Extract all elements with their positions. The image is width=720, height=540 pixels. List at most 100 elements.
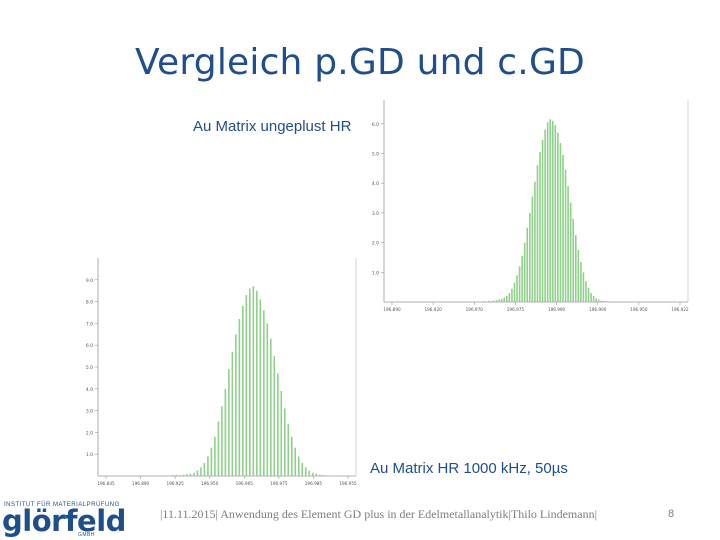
spectrum-bar <box>483 301 485 302</box>
spectrum-bar <box>528 212 531 302</box>
logo-name: glörfeld <box>2 504 126 538</box>
logo-institute-text: INSTITUT FÜR MATERIALPRÜFUNG <box>4 502 120 508</box>
spectrum-bar <box>263 310 265 476</box>
spectrum-bar <box>549 119 552 302</box>
spectrum-bar <box>498 299 500 302</box>
spectrum-bar <box>534 181 536 302</box>
spectrum-bar <box>592 296 595 302</box>
x-tick-label: 196.950 <box>201 481 219 486</box>
y-tick-label: 3.0 <box>372 211 379 217</box>
spectrum-bar <box>572 218 575 302</box>
spectrum-bar <box>221 406 223 476</box>
y-tick-label: 4.0 <box>86 387 93 393</box>
spectrum-bar <box>189 473 192 476</box>
y-tick-label: 8.0 <box>86 300 93 306</box>
spectrum-bar <box>536 165 539 302</box>
spectrum-bar <box>603 300 605 302</box>
spectrum-bar <box>276 373 279 476</box>
x-tick-label: 196.922 <box>671 307 689 312</box>
spectrum-bar <box>580 261 582 302</box>
spectrum-bar <box>585 281 587 302</box>
spectrum-bar <box>590 293 592 302</box>
spectrum-bar <box>541 140 544 302</box>
spectrum-bar <box>577 250 580 302</box>
x-tick-label: 196.925 <box>166 481 184 486</box>
y-tick-label: 5.0 <box>372 151 379 157</box>
spectrum-bar <box>546 122 549 302</box>
spectrum-bar <box>172 475 174 476</box>
spectrum-bar <box>582 272 585 302</box>
y-tick-label: 6.0 <box>372 122 379 128</box>
spectrum-bar <box>511 288 513 302</box>
x-tick-label: 196.955 <box>339 481 357 486</box>
spectrum-bar <box>539 151 541 302</box>
spectrum-bar <box>574 235 577 302</box>
spectrum-bar <box>165 475 167 476</box>
spectrum-bar <box>544 129 546 302</box>
spectrum-bar <box>242 305 244 476</box>
y-tick-label: 6.0 <box>86 343 93 349</box>
spectrum-bar <box>557 132 559 302</box>
spectrum-bar <box>193 472 195 476</box>
logo-gmbh-text: GMBH <box>78 532 95 538</box>
x-tick-label: 196.900 <box>589 307 607 312</box>
spectrum-bar <box>516 275 518 302</box>
chart-label-undoped: Au Matrix ungeplust HR <box>193 118 352 135</box>
mass-spectrum-chart-bottom: 1.0 2.0 3.0 4.0 5.0 6.0 7.0 8.0 9.0 196.845 196.89… <box>62 246 362 496</box>
spectrum-bar <box>182 474 185 476</box>
slide-title: Vergleich p.GD und c.GD <box>135 42 585 83</box>
spectrum-bar <box>311 472 314 476</box>
spectrum-bar <box>210 447 213 476</box>
mass-spectrum-svg-top: 1.0 2.0 3.0 4.0 5.0 6.0 196.890 196.920 196.970 1… <box>372 100 689 312</box>
spectrum-bar <box>315 473 318 476</box>
spectrum-bar <box>506 296 508 302</box>
spectrum-bar <box>508 293 511 302</box>
spectrum-bar <box>325 475 328 476</box>
y-tick-label: 1.0 <box>372 270 379 276</box>
x-tick-label: 196.890 <box>383 307 401 312</box>
spectrum-bar <box>207 456 209 476</box>
mass-spectrum-svg-bottom: 1.0 2.0 3.0 4.0 5.0 6.0 7.0 8.0 9.0 196.845 196.89… <box>86 258 357 486</box>
spectrum-bar <box>228 369 230 476</box>
spectrum-bar <box>567 186 569 302</box>
spectrum-bar <box>605 301 608 302</box>
spectrum-bar <box>245 295 248 476</box>
spectrum-bar <box>308 470 311 476</box>
spectrum-bar <box>600 300 603 302</box>
spectrum-bar <box>503 297 506 302</box>
spectrum-bar <box>551 120 554 302</box>
spectrum-bar <box>203 462 206 476</box>
spectrum-bar <box>235 334 237 476</box>
spectrum-bar <box>531 196 534 302</box>
spectrum-bar <box>597 299 600 302</box>
spectrum-bar <box>518 266 521 302</box>
x-tick-label: 196.845 <box>97 481 115 486</box>
spectrum-bar <box>280 390 283 476</box>
spectrum-bar <box>480 301 483 302</box>
spectrum-bar <box>252 286 255 476</box>
spectrum-bar <box>554 125 557 302</box>
spectrum-bar <box>179 475 181 476</box>
spectrum-bar <box>297 456 300 476</box>
spectrum-bar <box>608 301 610 302</box>
spectrum-bar <box>513 282 516 302</box>
spectrum-bar <box>294 447 297 476</box>
spectrum-bar <box>318 474 321 476</box>
spectrum-bar <box>200 467 202 476</box>
spectrum-bar <box>256 290 258 476</box>
y-tick-label: 5.0 <box>86 365 93 371</box>
spectrum-bar <box>231 351 234 476</box>
spectrum-bar <box>214 436 216 476</box>
mass-spectrum-chart-top: 1.0 2.0 3.0 4.0 5.0 6.0 196.890 196.920 196.970 1… <box>372 92 694 322</box>
spectrum-bar <box>273 356 276 476</box>
spectrum-bar <box>283 408 286 476</box>
spectrum-bar <box>500 299 503 302</box>
spectrum-bar <box>287 423 290 476</box>
x-tick-label: 196.975 <box>270 481 288 486</box>
y-tick-label: 1.0 <box>86 452 93 458</box>
spectrum-bar <box>490 301 493 302</box>
spectrum-bar <box>270 338 272 476</box>
y-tick-label: 9.0 <box>86 278 93 284</box>
spectrum-bar <box>559 143 562 302</box>
slide-footer: |11.11.2015| Anwendung des Element GD pl… <box>160 507 597 521</box>
